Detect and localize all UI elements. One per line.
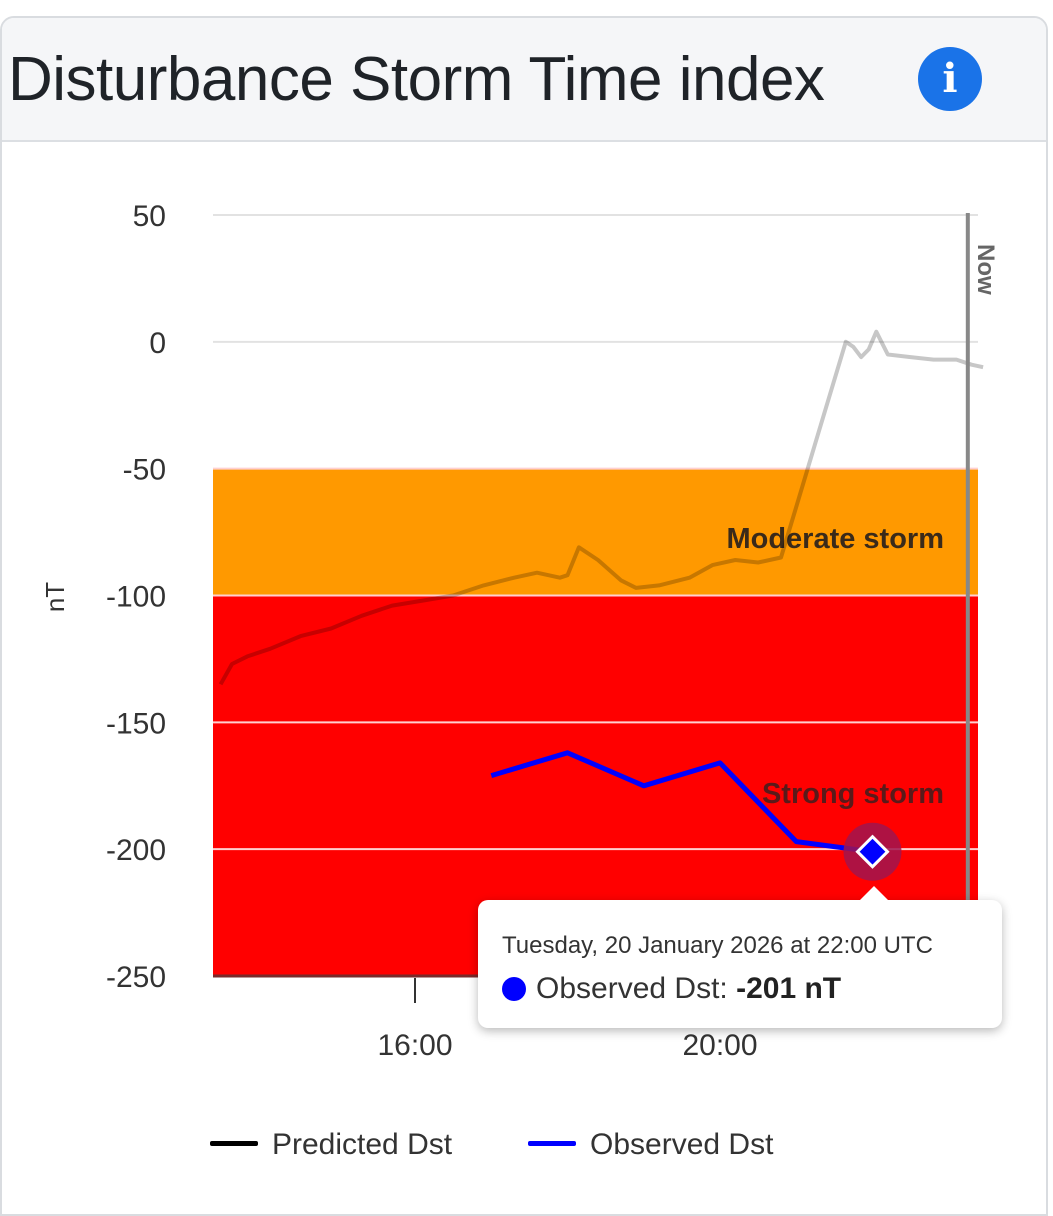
y-tick-label: 0 bbox=[149, 327, 166, 360]
card-header: Disturbance Storm Time index i bbox=[2, 18, 1046, 142]
y-tick-label: 50 bbox=[133, 200, 166, 233]
legend-item-observed-dst[interactable]: Observed Dst bbox=[528, 1128, 773, 1162]
tooltip-series-dot bbox=[502, 977, 526, 1001]
y-tick-label: -50 bbox=[123, 454, 166, 487]
now-label: Now bbox=[972, 244, 999, 295]
chart-legend: Predicted Dst Observed Dst bbox=[0, 1128, 1053, 1168]
band-label-strong-storm: Strong storm bbox=[762, 778, 944, 810]
y-axis-label: nT bbox=[40, 582, 70, 612]
tooltip-date: Tuesday, 20 January 2026 at 22:00 UTC bbox=[502, 932, 933, 959]
legend-item-predicted-dst[interactable]: Predicted Dst bbox=[210, 1128, 452, 1162]
band-moderate-storm bbox=[213, 468, 978, 596]
series-observed-dst bbox=[490, 750, 873, 855]
chart-title: Disturbance Storm Time index bbox=[8, 45, 825, 114]
series-predicted-dst bbox=[218, 329, 984, 686]
y-tick-label: -100 bbox=[106, 581, 166, 614]
y-tick-label: -200 bbox=[106, 834, 166, 867]
y-tick-label: -150 bbox=[106, 707, 166, 740]
tooltip-series-label: Observed Dst: bbox=[536, 972, 728, 1005]
x-tick-label: 16:00 bbox=[377, 1029, 452, 1062]
legend-label-observed: Observed Dst bbox=[590, 1128, 774, 1161]
highlight-point bbox=[855, 834, 890, 869]
tooltip-row: Observed Dst: -201 nT bbox=[502, 972, 841, 1006]
legend-swatch-observed bbox=[528, 1141, 576, 1146]
legend-label-predicted: Predicted Dst bbox=[272, 1128, 453, 1161]
legend-swatch-predicted bbox=[210, 1141, 258, 1146]
tooltip-value: -201 nT bbox=[736, 972, 842, 1005]
x-tick-label: 20:00 bbox=[682, 1029, 757, 1062]
band-label-moderate-storm: Moderate storm bbox=[726, 523, 944, 555]
info-icon[interactable]: i bbox=[918, 47, 982, 111]
chart-tooltip: Tuesday, 20 January 2026 at 22:00 UTC Ob… bbox=[478, 886, 1002, 1028]
y-tick-label: -250 bbox=[106, 961, 166, 994]
